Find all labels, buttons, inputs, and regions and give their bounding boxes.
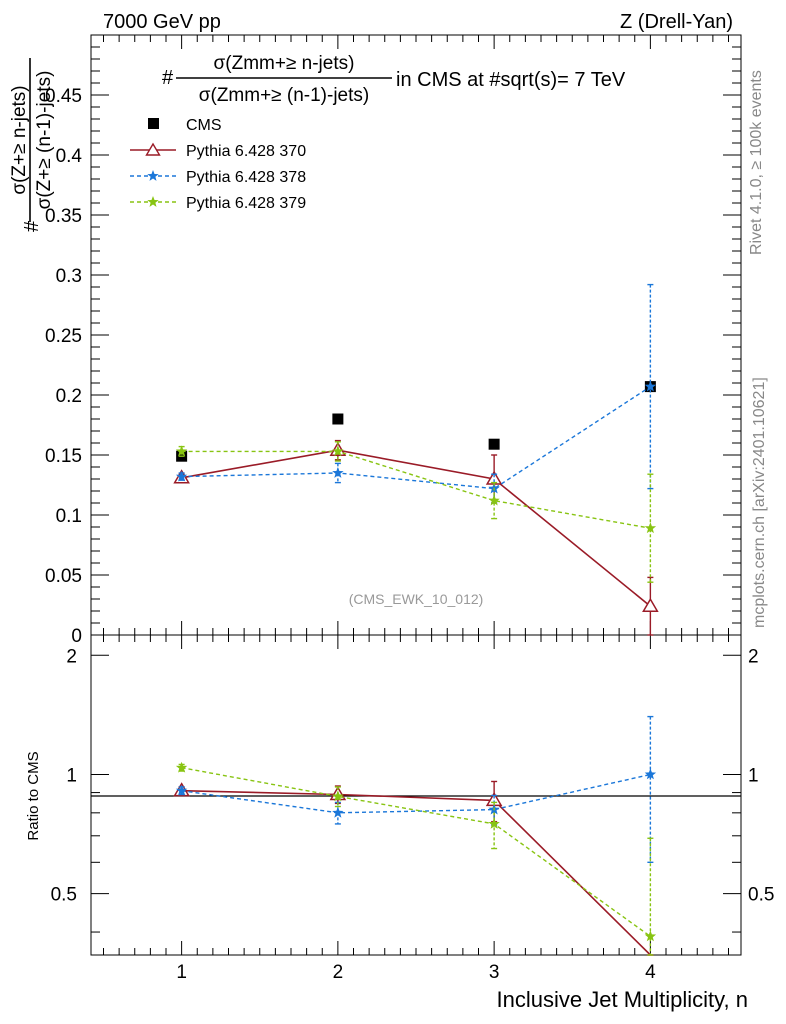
y-tick-label-main: 0.25 bbox=[45, 326, 82, 347]
legend-star-p378 bbox=[147, 170, 159, 181]
main-point-p370 bbox=[642, 597, 659, 612]
header-left: 7000 GeV pp bbox=[103, 11, 221, 33]
legend-label-p370: Pythia 6.428 370 bbox=[186, 143, 306, 160]
x-tick-label: 4 bbox=[645, 962, 656, 983]
ratio-point-p379 bbox=[175, 761, 188, 773]
main-line-p378 bbox=[181, 386, 651, 490]
y-tick-label-ratio-right: 0.5 bbox=[748, 885, 774, 906]
ratio-point-p379 bbox=[644, 930, 657, 942]
y-tick-label-main: 0 bbox=[71, 626, 82, 647]
x-tick-label: 1 bbox=[176, 962, 187, 983]
x-tick-label: 2 bbox=[333, 962, 344, 983]
main-line-p370 bbox=[181, 449, 651, 607]
axis-ticks bbox=[91, 35, 741, 955]
y-tick-label-main: 0.15 bbox=[45, 446, 82, 467]
y-tick-label-ratio-right: 1 bbox=[748, 765, 759, 786]
header-right: Z (Drell-Yan) bbox=[620, 11, 733, 33]
ratio-point-p379 bbox=[488, 817, 500, 829]
main-point-p378 bbox=[175, 470, 188, 482]
y-tick-label-main: 0.35 bbox=[45, 206, 82, 227]
main-point-p378 bbox=[644, 380, 657, 392]
main-point-p379 bbox=[175, 445, 188, 457]
main-line-p379 bbox=[181, 450, 651, 529]
y-label-denominator: σ(Z+≥ (n-1)-jets) bbox=[34, 71, 55, 210]
y-tick-label-main: 0.4 bbox=[56, 146, 83, 167]
title-denominator: σ(Zmm+≥ (n-1)-jets) bbox=[199, 85, 369, 106]
main-point-p378 bbox=[332, 467, 344, 478]
main-plot-series bbox=[173, 283, 659, 636]
title-numerator: σ(Zmm+≥ n-jets) bbox=[214, 53, 355, 74]
legend-marker-p370 bbox=[145, 142, 161, 156]
y-tick-label-main: 0.1 bbox=[56, 506, 82, 527]
legend-marker-p379 bbox=[147, 196, 159, 207]
y-label-numerator: σ(Z+≥ n-jets) bbox=[9, 85, 30, 194]
ratio-point-p378 bbox=[644, 768, 657, 780]
x-axis-label: Inclusive Jet Multiplicity, n bbox=[497, 987, 748, 1012]
ratio-line-p378 bbox=[181, 773, 651, 814]
x-tick-label: 3 bbox=[489, 962, 500, 983]
legend: CMS Pythia 6.428 370 Pythia 6.428 378 Py… bbox=[130, 117, 306, 212]
y-tick-label-main: 0.45 bbox=[45, 86, 82, 107]
main-point-p379 bbox=[644, 522, 657, 534]
legend-label-p379: Pythia 6.428 379 bbox=[186, 195, 306, 212]
legend-label-cms: CMS bbox=[186, 117, 222, 134]
y-tick-label-ratio-right: 2 bbox=[748, 646, 759, 667]
y-tick-label-ratio: 2 bbox=[66, 646, 77, 667]
ratio-line-p379 bbox=[181, 767, 651, 937]
title-suffix: in CMS at #sqrt(s)= 7 TeV bbox=[396, 69, 626, 91]
y-axis-label-main: # σ(Z+≥ n-jets) σ(Z+≥ (n-1)-jets) bbox=[9, 58, 55, 232]
legend-marker-p378 bbox=[147, 170, 159, 181]
rivet-label: Rivet 4.1.0, ≥ 100k events bbox=[748, 70, 765, 255]
ratio-point-p378 bbox=[332, 806, 344, 818]
main-point-cms bbox=[332, 413, 344, 425]
ratio-plot-series bbox=[173, 715, 657, 956]
ratio-line-p370 bbox=[181, 789, 651, 956]
y-tick-label-main: 0.3 bbox=[56, 266, 82, 287]
y-label-hash: # bbox=[21, 220, 43, 232]
axis-tick-labels: 1 2 3 4 0 0.05 0.1 0.15 0.2 0.25 0.3 0.35 0.4 0.45 0.5… bbox=[45, 86, 774, 983]
legend-label-p378: Pythia 6.428 378 bbox=[186, 169, 306, 186]
y-tick-label-ratio: 0.5 bbox=[51, 885, 77, 906]
legend-marker-cms bbox=[148, 118, 159, 129]
title-hash: # bbox=[162, 67, 174, 89]
y-tick-label-ratio: 1 bbox=[66, 765, 77, 786]
analysis-tag: (CMS_EWK_10_012) bbox=[349, 591, 484, 607]
y-tick-label-main: 0.05 bbox=[45, 566, 82, 587]
y-axis-label-ratio: Ratio to CMS bbox=[25, 751, 42, 840]
main-point-p379 bbox=[488, 494, 500, 506]
main-point-p379 bbox=[332, 445, 344, 457]
mcplots-label: mcplots.cern.ch [arXiv:2401.10621] bbox=[751, 377, 768, 628]
legend-star-p379 bbox=[147, 196, 159, 207]
ratio-point-p379 bbox=[332, 790, 344, 802]
main-point-cms bbox=[488, 438, 500, 450]
y-tick-label-main: 0.2 bbox=[56, 386, 82, 407]
ratio-point-p378 bbox=[175, 784, 188, 796]
